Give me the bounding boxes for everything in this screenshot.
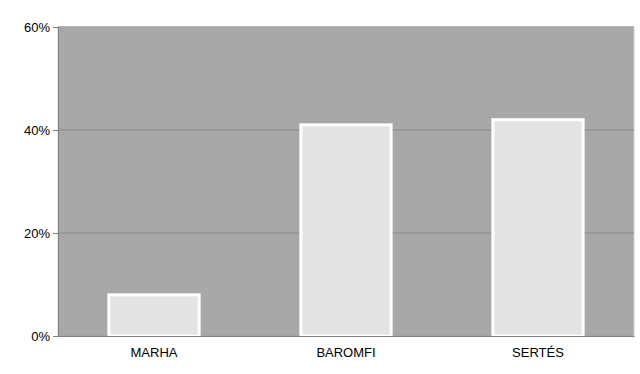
y-tick: 60% <box>24 20 58 35</box>
y-tick-label: 40% <box>24 123 50 138</box>
bar <box>493 120 583 336</box>
x-tick: SERTÉS <box>512 336 564 360</box>
plot: 0% 20% 40% 60% MARHA BAROMFI SERTÉS <box>24 20 635 361</box>
x-tick-label: SERTÉS <box>512 345 564 360</box>
y-tick-label: 60% <box>24 20 50 35</box>
y-axis-line <box>53 28 59 337</box>
y-tick: 20% <box>24 226 58 241</box>
x-tick: BAROMFI <box>316 336 375 360</box>
y-tick-mark <box>53 336 58 337</box>
y-tick-mark <box>53 233 58 234</box>
grid <box>58 27 634 336</box>
y-tick-label: 20% <box>24 226 50 241</box>
y-tick: 0% <box>31 329 58 344</box>
y-tick: 40% <box>24 123 58 138</box>
plot-background <box>58 27 634 336</box>
grid-line <box>58 27 634 28</box>
x-tick-label: BAROMFI <box>316 345 375 360</box>
bar <box>301 125 391 336</box>
x-axis: MARHA BAROMFI SERTÉS <box>59 336 635 360</box>
x-tick: MARHA <box>131 336 178 360</box>
bar <box>109 295 199 336</box>
chart: 0% 20% 40% 60% MARHA BAROMFI SERTÉS <box>0 0 640 374</box>
x-tick-label: MARHA <box>131 345 178 360</box>
y-tick-mark <box>53 27 58 28</box>
y-axis: 0% 20% 40% 60% <box>24 20 59 344</box>
y-tick-mark <box>53 130 58 131</box>
y-tick-label: 0% <box>31 329 50 344</box>
bars <box>109 120 583 336</box>
x-axis-line <box>59 336 635 337</box>
